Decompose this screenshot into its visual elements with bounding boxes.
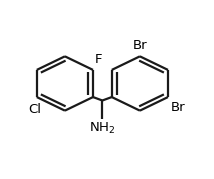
- Text: NH$_2$: NH$_2$: [89, 121, 116, 136]
- Text: Cl: Cl: [28, 103, 41, 116]
- Text: F: F: [95, 53, 103, 66]
- Text: Br: Br: [132, 39, 147, 52]
- Text: Br: Br: [171, 101, 186, 114]
